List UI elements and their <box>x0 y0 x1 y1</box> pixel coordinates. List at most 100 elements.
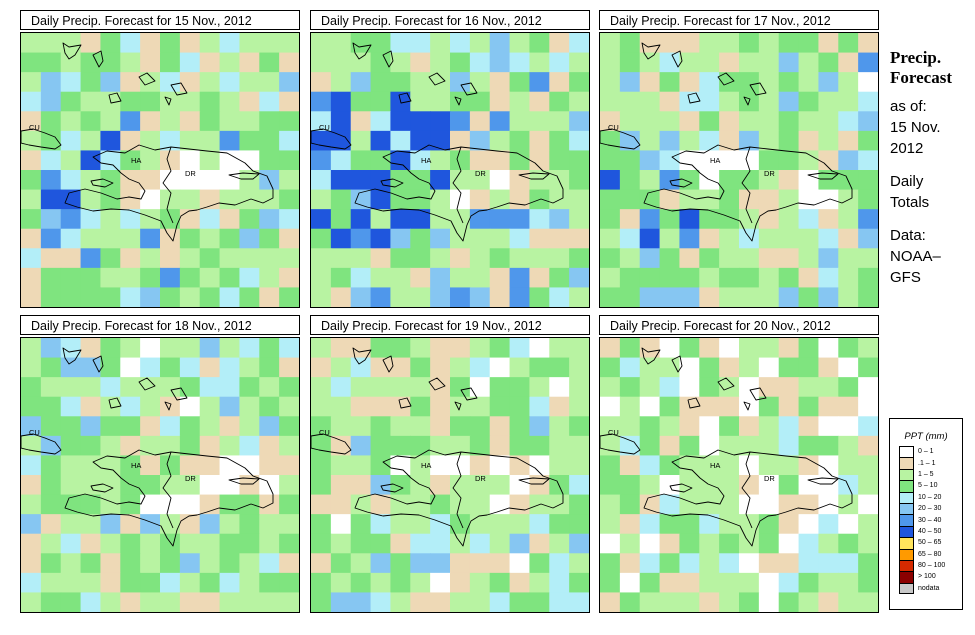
bahamas-island-outline <box>671 355 683 373</box>
precip-cell <box>370 209 392 230</box>
precip-cell <box>699 150 720 171</box>
precip-cell <box>619 248 641 269</box>
precip-cell <box>21 455 42 476</box>
precip-cell <box>370 267 392 289</box>
precip-cell <box>450 130 471 152</box>
precip-cell <box>370 287 392 307</box>
precip-cell <box>80 52 102 73</box>
samana-bay-outline <box>807 477 839 485</box>
precip-cell <box>600 533 621 554</box>
precip-cell <box>219 592 241 612</box>
precip-cell <box>219 435 241 457</box>
precip-cell <box>370 435 392 457</box>
precip-cell <box>489 416 511 437</box>
precip-cell <box>100 435 121 457</box>
precip-cell <box>739 170 760 191</box>
precip-cell <box>818 267 839 289</box>
precip-cell <box>239 267 260 289</box>
precip-cell <box>219 338 241 359</box>
precip-cell <box>778 287 800 307</box>
gonave-island-outline <box>669 178 693 188</box>
precip-cell <box>699 494 720 515</box>
precip-cell <box>120 287 141 307</box>
precip-cell <box>778 338 800 359</box>
bahamas-island-outline <box>749 82 767 96</box>
bahamas-island-outline <box>170 387 188 401</box>
legend-label: 40 – 50 <box>918 527 942 535</box>
precip-cell <box>199 357 221 378</box>
precip-cell <box>758 91 780 112</box>
precip-cell <box>529 514 550 535</box>
precip-cell <box>739 494 760 515</box>
precip-cell <box>350 514 372 535</box>
precip-cell <box>679 170 700 191</box>
precip-cell <box>818 377 839 398</box>
precip-cell <box>430 72 451 93</box>
bahamas-island-outline <box>138 72 156 86</box>
precip-cell <box>549 416 570 437</box>
precip-cell <box>330 396 352 417</box>
precip-cell <box>509 553 531 574</box>
precip-cell <box>390 533 411 554</box>
precip-cell <box>679 287 700 307</box>
precip-cell <box>699 248 720 269</box>
precip-cell <box>659 248 681 269</box>
legend-swatch <box>899 582 914 595</box>
precip-cell <box>600 91 621 112</box>
legend-swatch <box>899 502 914 515</box>
precip-cell <box>120 416 141 437</box>
precip-cell <box>529 475 550 496</box>
precip-cell <box>719 130 740 152</box>
precip-cell <box>818 111 839 132</box>
precip-cell <box>699 572 720 594</box>
precip-cell <box>838 572 859 594</box>
precip-cell <box>679 475 700 496</box>
precip-cell <box>179 338 201 359</box>
precip-cell <box>758 111 780 132</box>
map-label-haiti: HA <box>131 461 141 470</box>
precip-cell <box>259 533 280 554</box>
haiti-dr-border <box>741 451 753 529</box>
precip-cell <box>450 494 471 515</box>
precip-cell <box>679 111 700 132</box>
precip-cell <box>739 52 760 73</box>
precip-cell <box>330 357 352 378</box>
precip-cell <box>639 111 661 132</box>
precip-cell <box>549 209 570 230</box>
precip-cell <box>370 357 392 378</box>
precip-cell <box>430 572 451 594</box>
precip-cell <box>120 396 141 417</box>
precip-cell <box>140 228 161 249</box>
precip-cell <box>639 553 661 574</box>
precip-cell <box>679 435 700 457</box>
precip-cell <box>430 33 451 54</box>
precip-cell <box>140 475 161 496</box>
precip-cell <box>450 514 471 535</box>
precip-cell <box>679 209 700 230</box>
precip-cell <box>619 170 641 191</box>
precip-cell <box>239 357 260 378</box>
precip-cell <box>758 287 780 307</box>
precip-cell <box>60 33 82 54</box>
precip-cell <box>410 533 431 554</box>
precip-cell <box>778 553 800 574</box>
precip-cell <box>179 514 201 535</box>
precip-cell <box>509 267 531 289</box>
precip-cell <box>679 338 700 359</box>
precip-cell <box>120 533 141 554</box>
legend-label: nodata <box>918 584 940 592</box>
precip-cell <box>219 33 241 54</box>
precip-cell <box>390 130 411 152</box>
precip-cell <box>758 572 780 594</box>
precip-cell <box>569 553 589 574</box>
precip-cell <box>140 91 161 112</box>
precip-cell <box>838 592 859 612</box>
hispaniola-coastline <box>643 144 853 242</box>
precip-cell <box>390 267 411 289</box>
precip-cell <box>350 494 372 515</box>
precip-cell <box>699 553 720 574</box>
precip-cell <box>450 33 471 54</box>
precip-cell <box>199 72 221 93</box>
map-label-haiti: HA <box>421 461 431 470</box>
bahamas-island-outline <box>164 96 172 106</box>
